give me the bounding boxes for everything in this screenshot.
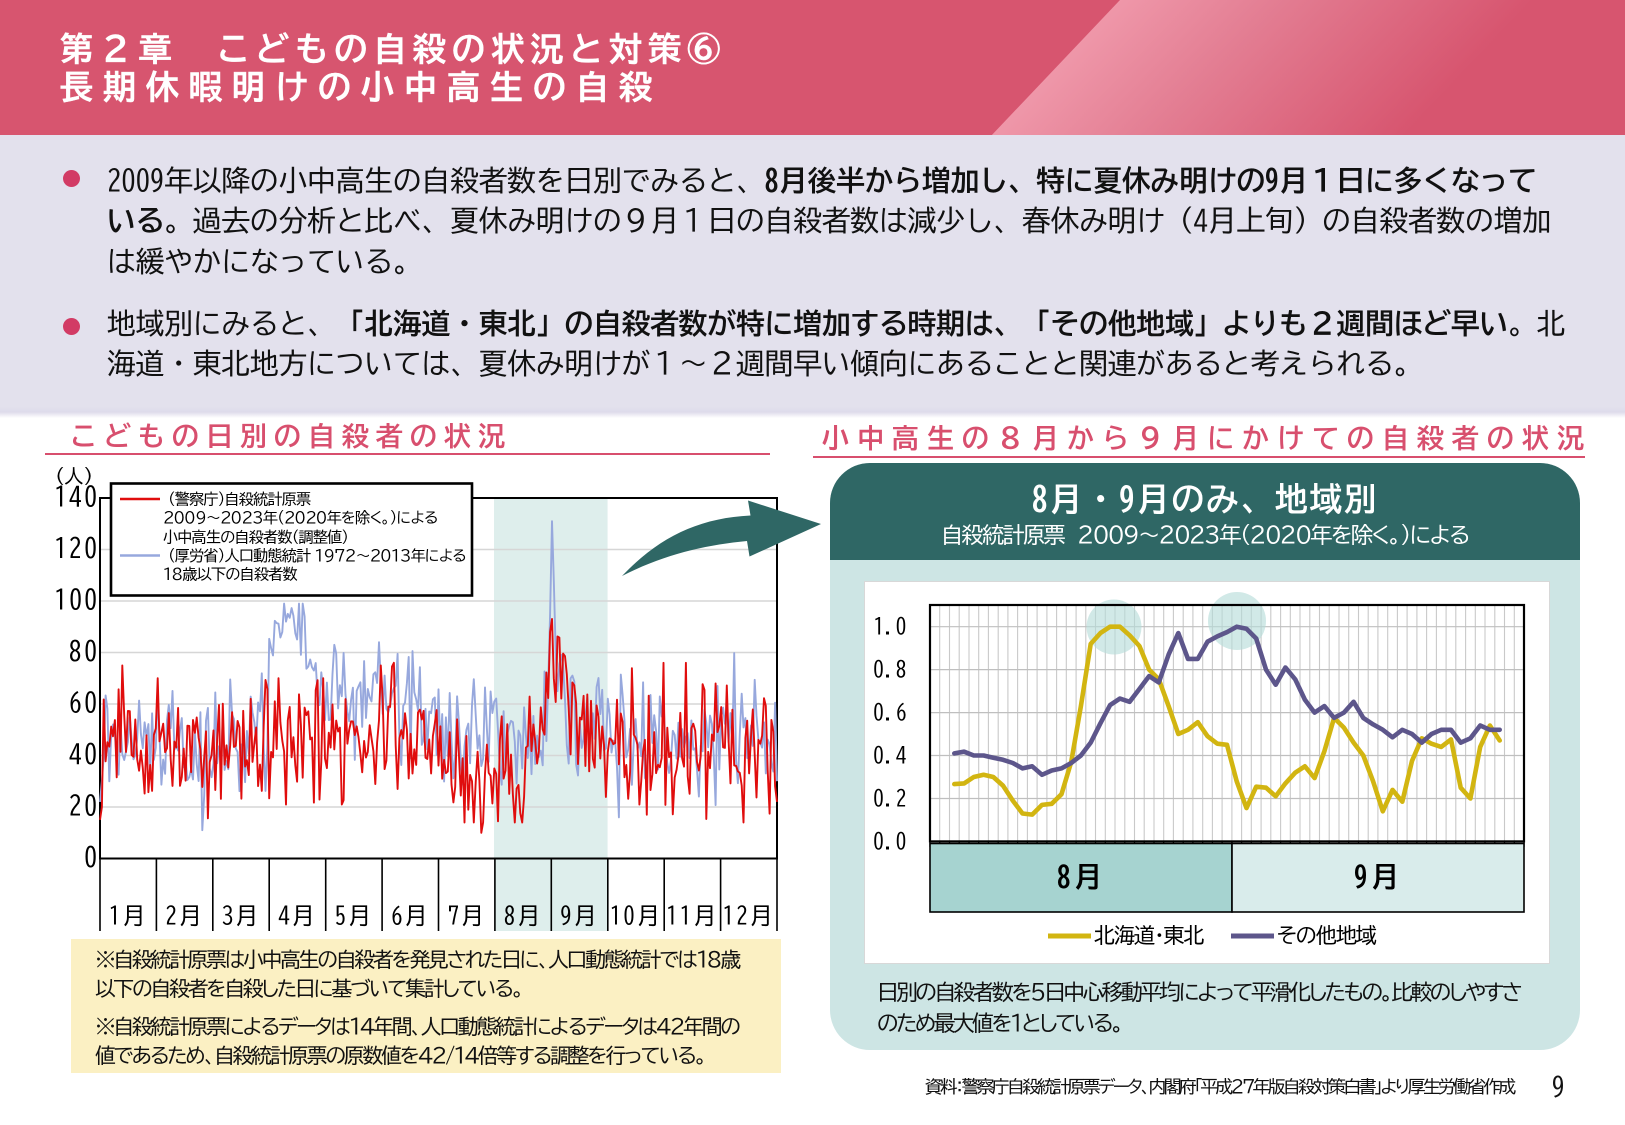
svg-text:80: 80 [69, 639, 99, 665]
svg-text:8月: 8月 [1057, 863, 1105, 891]
svg-text:9月: 9月 [560, 904, 599, 927]
svg-text:0.2: 0.2 [873, 787, 907, 809]
svg-text:北海道・東北: 北海道・東北 [1094, 924, 1205, 946]
svg-text:1月: 1月 [109, 904, 148, 927]
svg-text:(人): (人) [55, 467, 93, 486]
svg-text:11月: 11月 [666, 904, 718, 927]
svg-text:8月: 8月 [504, 904, 543, 927]
svg-text:（厚労省）人口動態統計 1972～2013年による: （厚労省）人口動態統計 1972～2013年による [168, 547, 466, 563]
svg-text:（警察庁）自殺統計原票: （警察庁）自殺統計原票 [168, 491, 311, 507]
svg-text:20: 20 [69, 793, 99, 819]
svg-text:1.0: 1.0 [873, 615, 907, 637]
svg-text:0.4: 0.4 [873, 744, 907, 766]
svg-text:120: 120 [54, 536, 99, 562]
svg-text:12月: 12月 [723, 904, 775, 927]
svg-text:40: 40 [69, 742, 99, 768]
svg-text:その他地域: その他地域 [1277, 924, 1377, 946]
svg-text:小中高生の自殺者数（調整値）: 小中高生の自殺者数（調整値） [163, 529, 348, 545]
svg-text:18歳以下の自殺者数: 18歳以下の自殺者数 [163, 566, 298, 582]
svg-text:0.0: 0.0 [873, 830, 907, 852]
svg-text:4月: 4月 [278, 904, 317, 927]
svg-text:0: 0 [84, 845, 99, 871]
svg-text:2009～2023年（2020年を除く。）による: 2009～2023年（2020年を除く。）による [163, 510, 438, 525]
svg-text:3月: 3月 [222, 904, 261, 927]
svg-text:60: 60 [69, 690, 99, 716]
svg-text:5月: 5月 [335, 904, 374, 927]
svg-text:140: 140 [54, 484, 99, 510]
svg-text:0.8: 0.8 [873, 658, 907, 680]
svg-text:9月: 9月 [1354, 863, 1402, 891]
svg-text:7月: 7月 [447, 904, 486, 927]
svg-text:100: 100 [54, 587, 99, 613]
svg-text:6月: 6月 [391, 904, 430, 927]
svg-text:2月: 2月 [165, 904, 204, 927]
svg-text:10月: 10月 [610, 904, 662, 927]
svg-text:0.6: 0.6 [873, 701, 907, 723]
